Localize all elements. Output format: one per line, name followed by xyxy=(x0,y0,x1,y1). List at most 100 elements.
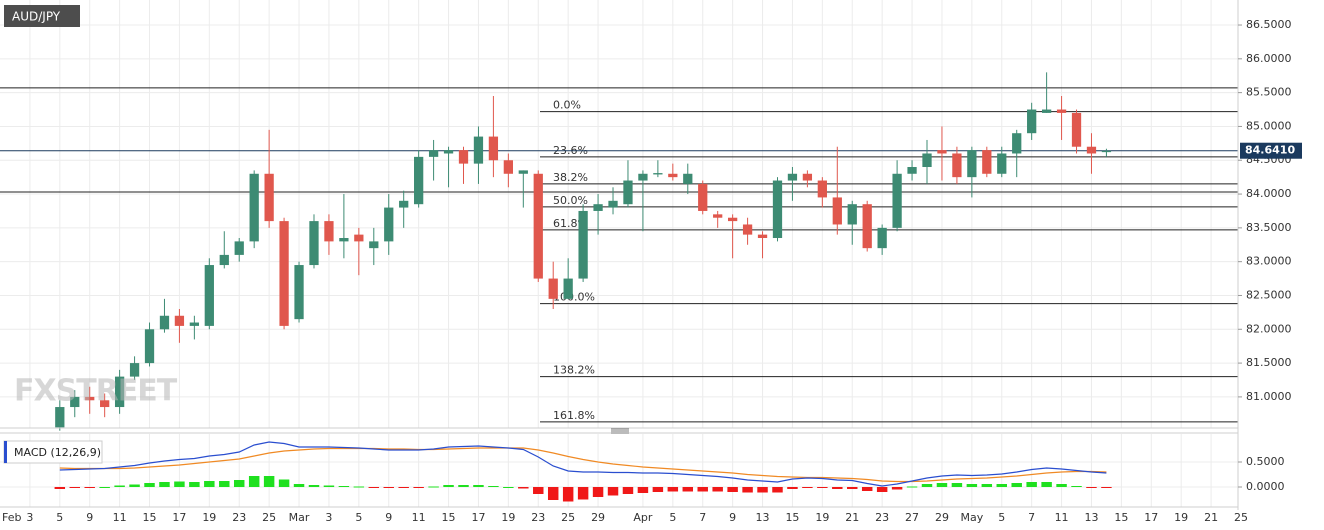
histogram-bar xyxy=(652,487,664,492)
histogram-bar xyxy=(832,487,843,489)
x-tick-label: 15 xyxy=(1114,511,1128,524)
candle-body xyxy=(428,150,439,157)
x-tick-label: 25 xyxy=(561,511,575,524)
candle-body xyxy=(563,278,573,299)
x-tick-label: 15 xyxy=(785,511,799,524)
candle-body xyxy=(159,315,170,330)
candle-body xyxy=(623,180,633,205)
histogram-bar xyxy=(607,487,619,496)
x-tick-label: 5 xyxy=(56,511,63,524)
histogram-bar xyxy=(488,486,499,487)
histogram-bar xyxy=(383,487,394,488)
x-tick-label: 7 xyxy=(699,511,706,524)
histogram-bar xyxy=(562,487,574,502)
histogram-bar xyxy=(1071,486,1082,487)
histogram-bar xyxy=(473,485,484,487)
signal-line xyxy=(59,447,1107,483)
candle-body xyxy=(578,210,588,279)
histogram-bar xyxy=(1056,484,1067,487)
histogram-bar xyxy=(458,485,469,487)
candle-body xyxy=(518,170,528,174)
x-tick-label: 17 xyxy=(1144,511,1158,524)
candle-body xyxy=(189,322,200,326)
histogram-bar xyxy=(263,476,275,487)
histogram-bar xyxy=(84,487,95,488)
fib-label: 161.8% xyxy=(553,409,595,422)
y-tick-label: 85.5000 xyxy=(1246,86,1292,99)
histogram-bar xyxy=(278,479,290,487)
histogram-bar xyxy=(159,482,170,487)
histogram-bar xyxy=(622,487,634,494)
candle-body xyxy=(1101,150,1112,153)
candle-body xyxy=(219,254,229,266)
macd-line xyxy=(59,441,1107,487)
x-tick-label: 5 xyxy=(355,511,362,524)
plot: 0.0%23.6%38.2%50.0%61.8%100.0%138.2%161.… xyxy=(0,72,1238,502)
grid xyxy=(0,0,1238,507)
candle-body xyxy=(324,221,334,242)
histogram-bar xyxy=(876,487,888,492)
candle-body xyxy=(892,173,902,228)
x-tick-label: 3 xyxy=(325,511,332,524)
price-label-box xyxy=(1240,142,1302,159)
histogram-bar xyxy=(413,487,424,488)
x-tick-label: 27 xyxy=(905,511,919,524)
candle-body xyxy=(1027,109,1037,134)
x-tick-label: 15 xyxy=(143,511,157,524)
histogram-bar xyxy=(966,484,978,487)
x-tick-label: 17 xyxy=(172,511,186,524)
fib-label: 50.0% xyxy=(553,194,588,207)
x-tick-label: 15 xyxy=(442,511,456,524)
candle-body xyxy=(503,160,513,174)
x-tick-label: 5 xyxy=(669,511,676,524)
fib-label: 138.2% xyxy=(553,364,595,377)
x-tick-label: 11 xyxy=(412,511,426,524)
x-tick-label: 25 xyxy=(262,511,276,524)
candle-body xyxy=(249,173,259,242)
candle-body xyxy=(997,153,1007,174)
histogram-bar xyxy=(1101,487,1112,488)
x-tick-label: 29 xyxy=(591,511,605,524)
x-tick-label: 9 xyxy=(729,511,736,524)
histogram-bar xyxy=(891,487,903,490)
candle-body xyxy=(473,136,484,164)
histogram-bar xyxy=(727,487,738,492)
histogram-bar xyxy=(817,487,828,488)
candle-body xyxy=(533,173,543,279)
candle-body xyxy=(399,200,409,208)
x-tick-label: 29 xyxy=(935,511,949,524)
x-tick-label: Apr xyxy=(633,511,653,524)
histogram-bar xyxy=(906,486,918,488)
fib-label: 38.2% xyxy=(553,171,588,184)
histogram-bar xyxy=(219,481,230,487)
histogram-bar xyxy=(637,487,649,493)
panel-grip[interactable] xyxy=(611,428,629,434)
symbol: AUD/JPY xyxy=(12,10,61,24)
histogram-bar xyxy=(503,487,514,488)
indicator-marker xyxy=(4,441,7,463)
histogram-bar xyxy=(248,476,260,487)
candle-body xyxy=(608,200,618,208)
histogram-bar xyxy=(697,487,708,492)
histogram-bar xyxy=(518,487,529,489)
histogram-bar xyxy=(592,487,604,497)
candle-body xyxy=(593,204,603,211)
y-tick-label: 0.5000 xyxy=(1246,455,1285,468)
candle-body xyxy=(653,173,663,175)
histogram-bar xyxy=(682,487,694,492)
histogram-bar xyxy=(189,482,200,487)
candle-body xyxy=(922,153,932,168)
histogram-bar xyxy=(667,487,679,492)
y-tick-label: 84.0000 xyxy=(1246,187,1292,200)
symbol-box xyxy=(4,5,80,27)
x-tick-label: Feb xyxy=(2,511,21,524)
price-label: 84.6410 xyxy=(1245,144,1295,157)
histogram-bar xyxy=(533,487,544,494)
candle-body xyxy=(982,150,992,174)
histogram-bar xyxy=(144,483,155,487)
candle-body xyxy=(847,204,857,225)
fib-label: 100.0% xyxy=(553,291,595,304)
histogram-bar xyxy=(802,487,813,488)
candle-body xyxy=(1086,146,1097,154)
